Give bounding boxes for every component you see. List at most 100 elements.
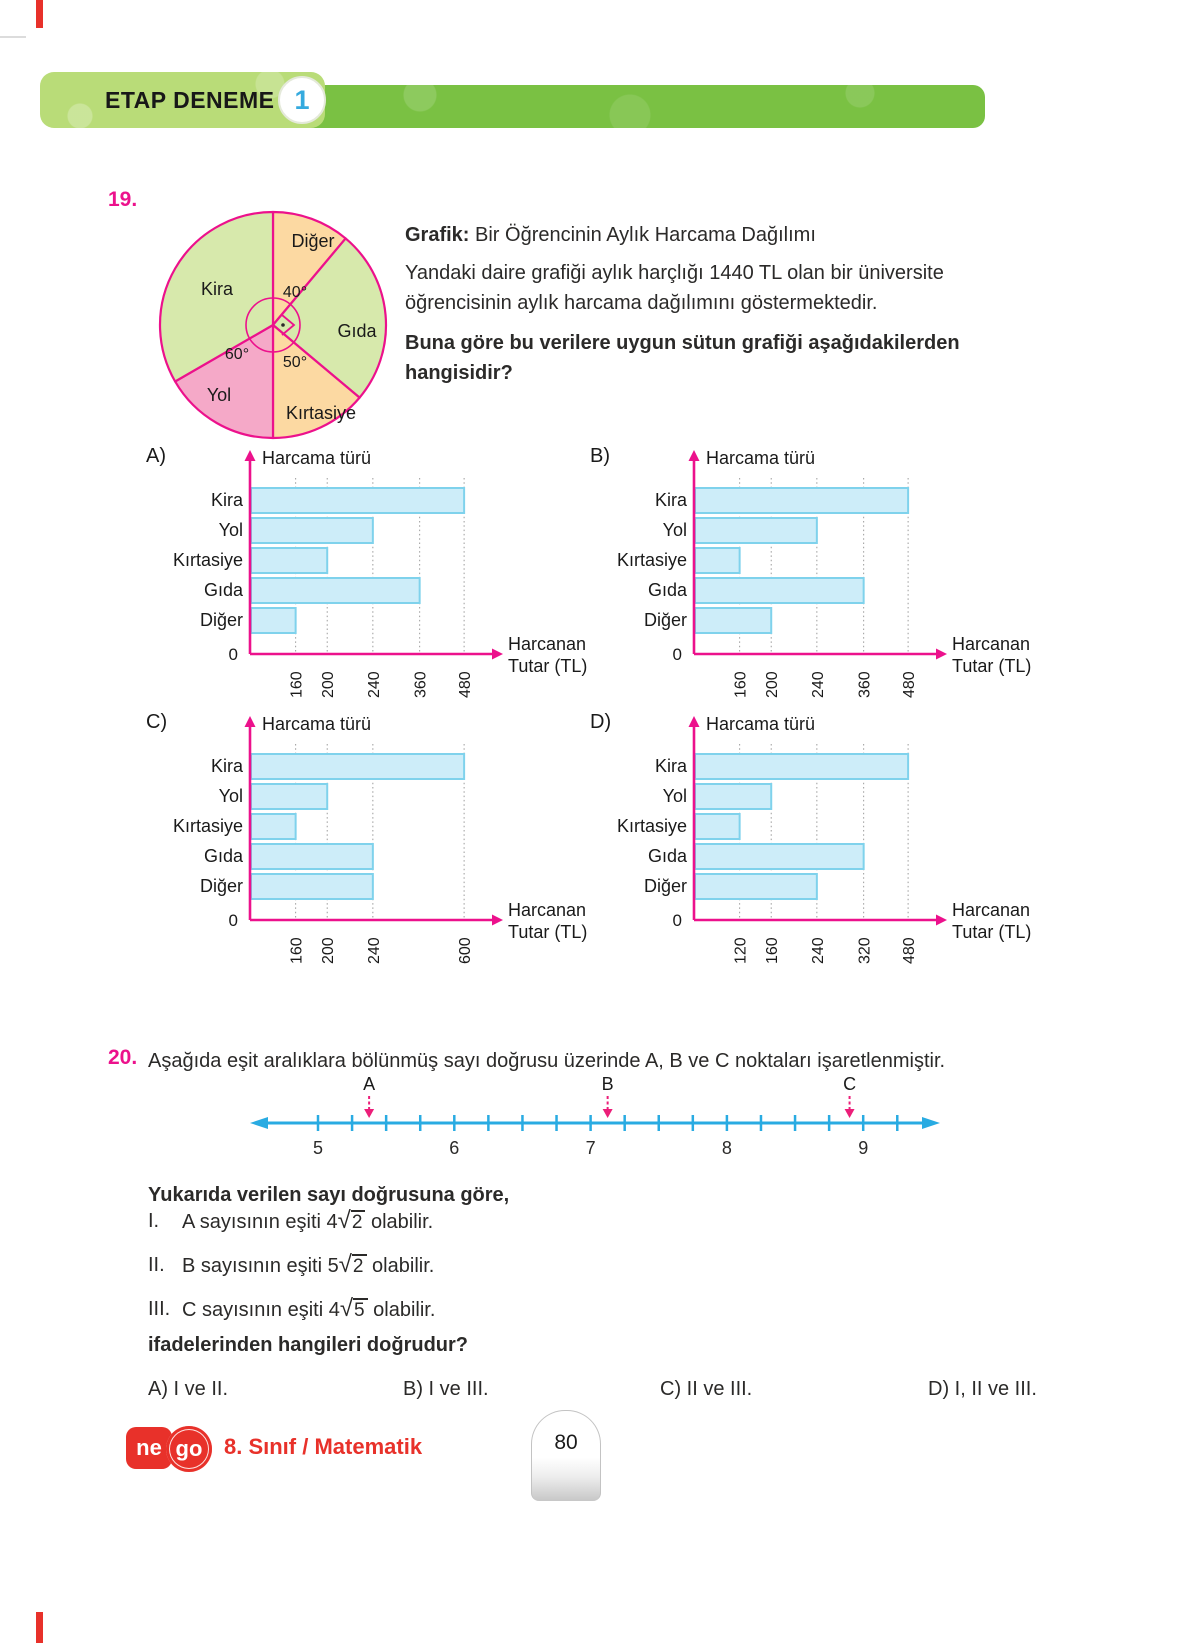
x-tick-label: 240 <box>366 937 383 964</box>
pie-angle-label: 40° <box>283 284 307 301</box>
y-axis-label: Harcama türü <box>706 448 815 468</box>
q19-graf-title: Bir Öğrencinin Aylık Harcama Dağılımı <box>469 224 816 246</box>
category-label: Gıda <box>648 846 688 866</box>
option-letter: C) <box>146 711 167 733</box>
x-axis-label-1: Harcanan <box>508 900 586 920</box>
nego-logo: ne go <box>126 1426 214 1472</box>
q20-number: 20. <box>108 1046 138 1069</box>
category-label: Yol <box>663 520 687 540</box>
pie-slice-kira <box>158 210 275 383</box>
category-label: Kırtasiye <box>173 550 243 570</box>
chart-option-d: D) Kira Yol Kırtasiye Gıda Diğer Harcama türü 0… <box>584 702 1039 974</box>
q20-lead-text: Yukarıda verilen sayı doğrusuna göre, <box>148 1184 510 1206</box>
bar-gıda <box>250 843 374 870</box>
bar-gıda <box>694 577 865 604</box>
x-tick-label: 600 <box>457 937 474 964</box>
pie-slices <box>158 210 388 440</box>
answer-option-a: A) I ve II. <box>148 1378 229 1400</box>
pie-label-yol: Yol <box>207 385 231 405</box>
bar-kira <box>250 753 466 780</box>
print-mark-gray <box>0 36 26 38</box>
bar-kira <box>250 487 466 514</box>
number-line: 5 6 7 8 9 A B C <box>250 1074 940 1158</box>
pie-label-diğer: Diğer <box>291 231 334 251</box>
bar-kırtasiye <box>250 547 329 574</box>
chart-option-b: B) Kira Yol Kırtasiye Gıda Diğer Harcama türü 0… <box>584 436 1039 708</box>
y-axis-arrow <box>688 716 700 727</box>
bar-gıda <box>694 843 865 870</box>
y-axis-label: Harcama türü <box>262 714 371 734</box>
bar-yol <box>250 783 329 810</box>
category-label: Diğer <box>644 610 687 630</box>
nego-logo-right: go <box>166 1426 212 1472</box>
origin-label: 0 <box>673 645 682 664</box>
x-tick-label: 320 <box>857 937 874 964</box>
x-tick-label: 240 <box>810 937 827 964</box>
bar-yol <box>250 517 374 544</box>
option-letter: D) <box>590 711 611 733</box>
q20-intro-text: Aşağıda eşit aralıklara bölünmüş sayı do… <box>148 1050 946 1072</box>
x-axis-arrow <box>936 914 947 926</box>
print-mark-top <box>36 0 43 28</box>
x-tick-label: 360 <box>413 671 430 698</box>
x-tick-label: 160 <box>733 671 750 698</box>
number-label: 6 <box>449 1138 459 1158</box>
nego-logo-left: ne <box>126 1427 172 1469</box>
pie-label-kira: Kira <box>201 279 234 299</box>
footer-grade-label: 8. Sınıf / Matematik <box>224 1434 423 1459</box>
statement-text: B sayısının eşiti 5√2 olabilir. <box>182 1251 435 1278</box>
x-axis-arrow <box>936 648 947 660</box>
bar-kira <box>694 487 910 514</box>
point-label-a: A <box>363 1074 375 1094</box>
chart-option-a: A) Kira Yol Kırtasiye Gıda Diğer Harcama türü 0… <box>140 436 595 708</box>
option-letter: A) <box>146 445 166 467</box>
x-tick-label: 480 <box>901 671 918 698</box>
x-tick-label: 200 <box>320 671 337 698</box>
x-axis-label-1: Harcanan <box>508 634 586 654</box>
number-label: 9 <box>858 1138 868 1158</box>
category-label: Kira <box>655 490 688 510</box>
pie-slice-diğer <box>271 210 347 327</box>
y-axis-arrow <box>244 450 256 461</box>
y-axis-arrow <box>688 450 700 461</box>
q19-body-text: Yandaki daire grafiği aylık harçlığı 144… <box>405 262 944 314</box>
header-title: ETAP DENEME <box>105 87 275 113</box>
bar-diğer <box>694 607 773 634</box>
option-letter: B) <box>590 445 610 467</box>
category-label: Gıda <box>204 846 244 866</box>
q20-statements: I. A sayısının eşiti 4√2 olabilir. II. B sa… <box>148 1208 908 1340</box>
category-label: Yol <box>219 520 243 540</box>
x-axis-label-2: Tutar (TL) <box>952 922 1031 942</box>
point-arrow-head <box>844 1109 855 1118</box>
point-arrow-head <box>602 1109 613 1118</box>
statement-i: I. A sayısının eşiti 4√2 olabilir. <box>148 1208 908 1236</box>
category-label: Diğer <box>200 876 243 896</box>
pie-chart: Diğer Gıda Kırtasiye Yol Kira 40° 50° 60° <box>158 210 388 440</box>
x-tick-label: 360 <box>857 671 874 698</box>
pie-right-angle-marker <box>281 314 296 336</box>
x-tick-label: 120 <box>733 937 750 964</box>
statement-iii: III. C sayısının eşiti 4√5 olabilir. <box>148 1296 908 1324</box>
chart-option-a-svg: A) Kira Yol Kırtasiye Gıda Diğer Harcama türü 0… <box>146 445 587 698</box>
y-axis-label: Harcama türü <box>262 448 371 468</box>
page-number: 80 <box>554 1431 578 1454</box>
category-label: Yol <box>663 786 687 806</box>
pie-slice-yol <box>174 323 275 440</box>
pie-right-angle-dot <box>281 323 285 327</box>
pie-slice-gıda <box>271 237 388 399</box>
x-tick-label: 160 <box>764 937 781 964</box>
header-banner <box>40 72 325 128</box>
chart-option-b-svg: B) Kira Yol Kırtasiye Gıda Diğer Harcama türü 0… <box>590 445 1031 698</box>
statement-text: A sayısının eşiti 4√2 olabilir. <box>182 1207 434 1234</box>
x-tick-label: 200 <box>764 671 781 698</box>
q19-question-text: Buna göre bu verilere uygun sütun grafiğ… <box>405 332 960 384</box>
bar-kira <box>694 753 910 780</box>
x-axis-label-1: Harcanan <box>952 634 1030 654</box>
pie-slice-kırtasiye <box>271 323 361 440</box>
statement-numeral: I. <box>148 1210 160 1232</box>
x-tick-label: 240 <box>810 671 827 698</box>
q19-graf-label: Grafik: <box>405 224 470 246</box>
number-label: 7 <box>586 1138 596 1158</box>
x-axis-label-2: Tutar (TL) <box>508 656 587 676</box>
left-arrow <box>250 1117 268 1129</box>
